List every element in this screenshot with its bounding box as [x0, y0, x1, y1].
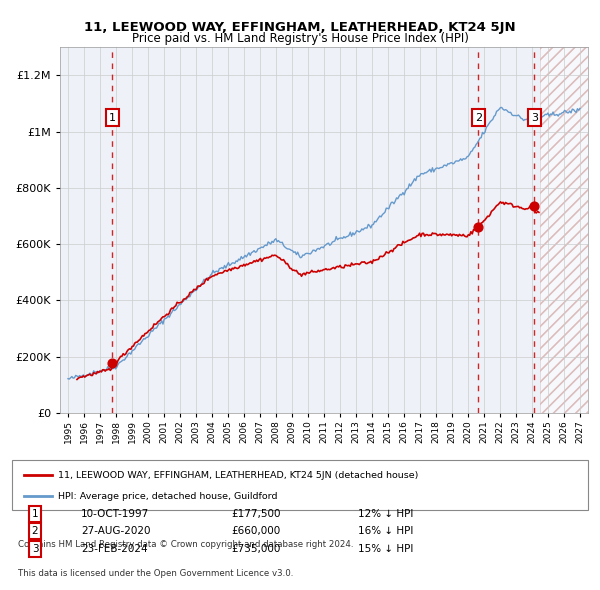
- Text: £177,500: £177,500: [231, 509, 280, 519]
- Point: [107, 358, 117, 368]
- Text: £735,000: £735,000: [231, 544, 280, 554]
- Text: 11, LEEWOOD WAY, EFFINGHAM, LEATHERHEAD, KT24 5JN: 11, LEEWOOD WAY, EFFINGHAM, LEATHERHEAD,…: [84, 21, 516, 34]
- Text: 1: 1: [32, 509, 38, 519]
- Text: 10-OCT-1997: 10-OCT-1997: [81, 509, 149, 519]
- Text: This data is licensed under the Open Government Licence v3.0.: This data is licensed under the Open Gov…: [18, 569, 293, 578]
- Text: 1: 1: [109, 113, 116, 123]
- Bar: [540, 47, 588, 413]
- Point: [530, 201, 539, 211]
- FancyBboxPatch shape: [12, 460, 588, 510]
- Text: 16% ↓ HPI: 16% ↓ HPI: [358, 526, 413, 536]
- Text: 12% ↓ HPI: 12% ↓ HPI: [358, 509, 413, 519]
- Text: 15% ↓ HPI: 15% ↓ HPI: [358, 544, 413, 554]
- Point: [473, 222, 483, 232]
- Text: 23-FEB-2024: 23-FEB-2024: [81, 544, 148, 554]
- Bar: [540, 47, 588, 413]
- Text: 11, LEEWOOD WAY, EFFINGHAM, LEATHERHEAD, KT24 5JN (detached house): 11, LEEWOOD WAY, EFFINGHAM, LEATHERHEAD,…: [58, 471, 418, 480]
- Text: Contains HM Land Registry data © Crown copyright and database right 2024.: Contains HM Land Registry data © Crown c…: [18, 540, 353, 549]
- Text: 27-AUG-2020: 27-AUG-2020: [81, 526, 151, 536]
- Text: 3: 3: [531, 113, 538, 123]
- Text: 2: 2: [32, 526, 38, 536]
- Text: 3: 3: [32, 544, 38, 554]
- Text: HPI: Average price, detached house, Guildford: HPI: Average price, detached house, Guil…: [58, 492, 278, 501]
- Text: 2: 2: [475, 113, 482, 123]
- Text: £660,000: £660,000: [231, 526, 280, 536]
- Text: Price paid vs. HM Land Registry's House Price Index (HPI): Price paid vs. HM Land Registry's House …: [131, 32, 469, 45]
